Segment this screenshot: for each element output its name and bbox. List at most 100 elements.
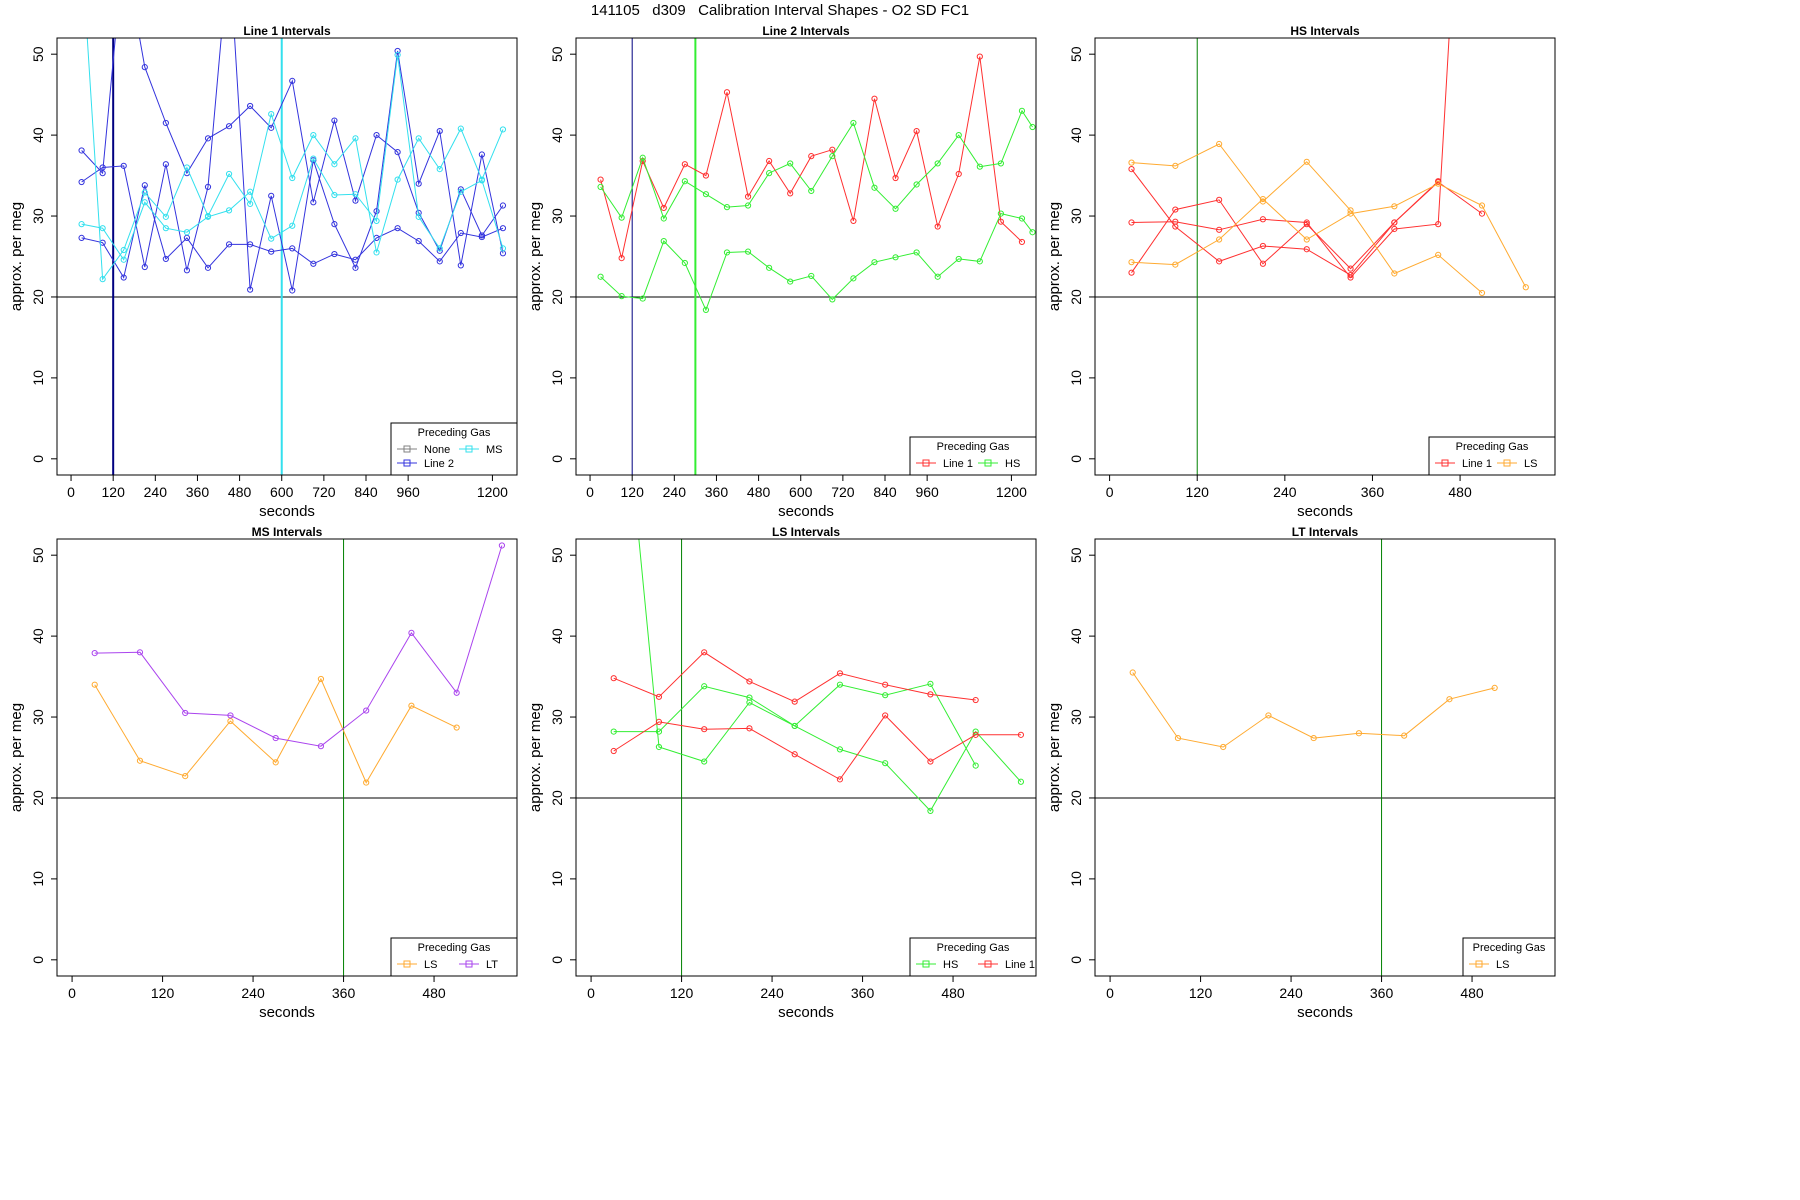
data-point <box>829 153 836 160</box>
data-point <box>78 147 85 154</box>
plot-frame <box>56 538 518 977</box>
data-point <box>1303 158 1310 165</box>
series-line-ls <box>1131 183 1527 288</box>
data-point <box>1220 743 1227 751</box>
data-point <box>892 174 899 182</box>
data-point <box>310 132 317 139</box>
data-point <box>204 183 212 191</box>
data-point <box>1172 218 1179 225</box>
plot-area <box>57 539 517 976</box>
x-tick-label: 120 <box>1189 985 1213 1001</box>
legend-label: Line 1 <box>943 458 973 470</box>
data-point <box>913 249 920 256</box>
data-point <box>394 225 401 232</box>
data-point <box>1391 219 1398 226</box>
plot-area <box>57 38 517 475</box>
data-point <box>1172 162 1179 169</box>
data-point <box>183 164 191 171</box>
legend-label: None <box>424 444 450 456</box>
data-point <box>394 176 401 183</box>
series-line-ms <box>81 54 504 261</box>
data-point <box>1029 229 1036 236</box>
y-tick-label: 20 <box>30 790 46 806</box>
data-point <box>1128 219 1135 226</box>
data-point <box>289 245 296 252</box>
data-point <box>639 154 646 161</box>
y-axis-label: approx. per meg <box>527 703 544 812</box>
data-point <box>1265 712 1272 719</box>
data-point <box>91 681 98 688</box>
data-point <box>1018 238 1026 246</box>
data-point <box>499 245 507 252</box>
legend-entry-none: None <box>397 444 450 456</box>
data-point <box>1303 236 1310 243</box>
data-point <box>850 217 857 224</box>
data-point <box>976 258 983 265</box>
data-point <box>162 225 169 232</box>
x-tick-label: 120 <box>1186 484 1210 500</box>
data-point <box>415 213 422 220</box>
panel-title: Line 2 Intervals <box>762 24 850 38</box>
data-point <box>331 221 338 228</box>
data-point <box>498 542 506 549</box>
legend-entry-hs: HS <box>978 458 1020 470</box>
x-tick-label: 120 <box>102 484 126 500</box>
x-tick-label: 0 <box>1106 484 1114 500</box>
data-point <box>1172 261 1179 268</box>
x-tick-label: 360 <box>851 985 875 1001</box>
data-point <box>1347 274 1354 281</box>
y-tick-label: 20 <box>549 289 565 305</box>
data-point <box>597 273 604 280</box>
data-point <box>331 250 338 258</box>
figure-title: 141105 d309 Calibration Interval Shapes … <box>590 2 970 19</box>
data-point <box>836 776 844 783</box>
data-point <box>836 670 844 677</box>
data-point <box>808 272 815 280</box>
y-tick-label: 30 <box>30 208 46 224</box>
data-point <box>744 193 752 200</box>
legend-entry-ms: MS <box>459 444 503 456</box>
y-tick-label: 50 <box>1068 547 1084 563</box>
data-point <box>1310 734 1317 742</box>
x-tick-label: 480 <box>422 985 446 1001</box>
plot-frame <box>575 37 1037 476</box>
data-point <box>268 248 275 255</box>
legend-box <box>909 436 1037 476</box>
x-tick-label: 0 <box>67 484 75 500</box>
data-point <box>976 53 983 60</box>
panel-ls-intervals: LS Intervals 0 120 240 360 480 seconds 0 10 20 30 4… <box>527 525 1037 1021</box>
data-point <box>610 747 617 755</box>
data-point <box>702 172 710 179</box>
legend-box <box>390 937 518 977</box>
x-tick-label: 360 <box>186 484 210 500</box>
panel-line-1-intervals: Line 1 Intervals 0 120 240 360 480 600 720 840 96… <box>8 24 518 520</box>
y-tick-label: 0 <box>1068 956 1084 964</box>
x-tick-label: 120 <box>670 985 694 1001</box>
panel-title: Line 1 Intervals <box>243 24 331 38</box>
data-point <box>766 264 773 271</box>
data-point <box>618 293 625 300</box>
y-tick-label: 20 <box>1068 790 1084 806</box>
y-tick-label: 40 <box>549 628 565 644</box>
data-point <box>934 160 941 167</box>
y-tick-label: 10 <box>549 871 565 887</box>
data-point <box>331 117 338 124</box>
legend-label: Line 2 <box>424 458 454 470</box>
series-line-hs <box>613 683 977 766</box>
data-point <box>972 696 979 704</box>
data-point <box>655 728 663 735</box>
plot-frame <box>56 37 518 476</box>
y-tick-label: 10 <box>1068 871 1084 887</box>
x-tick-label: 240 <box>663 484 687 500</box>
y-tick-label: 20 <box>1068 289 1084 305</box>
panel-lt-intervals: LT Intervals 0 120 240 360 480 seconds 0 10 20 30 4… <box>1046 525 1556 1021</box>
data-point <box>141 64 148 71</box>
y-tick-label: 40 <box>1068 127 1084 143</box>
series-line-ls <box>1131 143 1483 294</box>
data-point <box>927 807 934 815</box>
data-point <box>1129 669 1136 676</box>
legend-swatch-marker <box>984 960 992 968</box>
data-point <box>701 726 708 733</box>
legend-label: LS <box>1496 959 1509 971</box>
data-point <box>268 124 275 131</box>
